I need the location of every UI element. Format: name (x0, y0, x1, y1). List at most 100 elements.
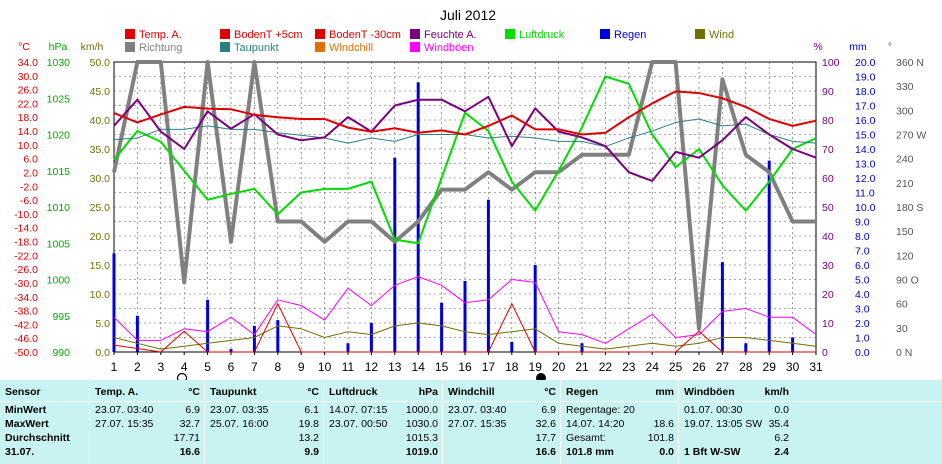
stats-header-unit: °C (188, 386, 200, 398)
speed-axis-tick: 45.0 (90, 86, 111, 98)
stats-row: 17.71 (90, 431, 204, 445)
stats-cell-value: 6.2 (774, 432, 789, 444)
humidity-axis-tick: 40 (822, 231, 834, 243)
temp-axis-tick: -26.0 (14, 264, 38, 276)
stats-cell-value: 0.0 (659, 446, 674, 458)
direction-axis-tick: 90 O (896, 275, 919, 287)
stats-header-unit: °C (544, 386, 556, 398)
temp-axis-tick: 30.0 (18, 71, 39, 83)
pressure-axis-tick: 1000 (47, 275, 71, 287)
legend-swatch (410, 29, 420, 39)
rain-bar (252, 325, 256, 352)
x-axis-tick: 6 (228, 360, 235, 374)
rain-bar (533, 265, 537, 352)
stats-cell-value: 19.8 (298, 418, 319, 430)
temp-axis-tick: -14.0 (14, 223, 38, 235)
direction-axis-tick: 240 (896, 154, 914, 166)
speed-axis-tick: 10.0 (90, 289, 111, 301)
rain-bar (767, 160, 771, 352)
speed-axis-tick: 25.0 (90, 202, 111, 214)
stats-row: 14.07. 14:20 18.6 (561, 417, 678, 431)
rain-axis-tick: 12.0 (855, 173, 876, 185)
stats-row: 19.07. 13:05 SW 35.4 (679, 417, 793, 431)
stats-header-unit: hPa (418, 386, 438, 398)
stats-cell-text: 23.07. 03:40 (95, 404, 154, 416)
stats-cell-value: 32.6 (535, 418, 556, 430)
series-line (113, 90, 817, 136)
temp-axis-tick: 6.0 (23, 154, 38, 166)
speed-axis-tick: 35.0 (90, 144, 111, 156)
rain-axis-tick: 18.0 (855, 86, 876, 98)
stats-column: Windchill °C 23.07. 03:40 6.9 27.07. 15:35 32… (442, 380, 560, 464)
rain-bar (463, 280, 467, 352)
stats-row: 17.7 (443, 431, 560, 445)
rain-axis-tick: 19.0 (855, 72, 876, 84)
axis-unit-label: °C (18, 41, 30, 53)
x-axis-tick: 10 (318, 360, 332, 374)
stats-row: 6.2 (679, 431, 793, 445)
rain-axis-tick: 15.0 (855, 130, 876, 142)
stats-cell-value: 16.6 (179, 446, 200, 458)
humidity-axis-tick: 20 (822, 289, 834, 301)
stats-row: 27.07. 15:35 32.6 (443, 417, 560, 431)
rain-bar (276, 320, 280, 352)
temp-axis-tick: -2.0 (20, 181, 38, 193)
stats-cell-value: 1019.0 (405, 446, 438, 458)
weather-chart: Juli 2012 Temp. A. BodenT +5cm BodenT -30c… (14, 7, 926, 380)
chart-title: Juli 2012 (440, 7, 496, 23)
direction-axis-tick: 0 N (896, 347, 912, 359)
speed-axis-tick: 20.0 (90, 231, 111, 243)
pressure-axis-tick: 1010 (47, 202, 71, 214)
stats-row: 13.2 (205, 431, 323, 445)
rain-axis-tick: 5.0 (855, 275, 870, 287)
stats-header-label: Sensor (5, 386, 41, 398)
humidity-axis-tick: 0 (822, 347, 828, 359)
legend-swatch (125, 29, 135, 39)
axis-unit-label: hPa (49, 41, 68, 53)
x-axis-tick: 21 (575, 360, 589, 374)
stats-cell-value: 101.8 (647, 432, 674, 444)
stats-row: 23.07. 03:40 6.9 (443, 403, 560, 417)
stats-column: Taupunkt °C 23.07. 03:35 6.1 25.07. 16:00 19.… (204, 380, 323, 464)
stats-cell-value: 0.0 (774, 404, 789, 416)
temp-axis-tick: -10.0 (14, 209, 38, 221)
stats-row: MaxWert (0, 417, 88, 431)
rain-axis-tick: 3.0 (855, 304, 870, 316)
stats-cell-text: 14.07. 07:15 (329, 404, 388, 416)
rain-bar (720, 262, 724, 352)
stats-cell-text: 27.07. 15:35 (448, 418, 507, 430)
temp-axis-tick: 26.0 (18, 85, 39, 97)
humidity-axis-tick: 10 (822, 318, 834, 330)
x-axis-tick: 18 (505, 360, 519, 374)
stats-row: 01.07. 00:30 0.0 (679, 403, 793, 417)
legend-label: Wind (709, 29, 734, 41)
stats-column: Temp. A. °C 23.07. 03:40 6.9 27.07. 15:35 32.… (89, 380, 204, 464)
stats-row: Gesamt: 101.8 (561, 431, 678, 445)
rain-bar (393, 157, 397, 352)
stats-row-label: MinWert (5, 404, 47, 416)
speed-axis-tick: 30.0 (90, 173, 111, 185)
x-axis-tick: 15 (435, 360, 449, 374)
stats-cell-text: 23.07. 03:35 (210, 404, 269, 416)
rain-bar (135, 315, 139, 352)
stats-column: Regen mm Regentage: 20 14.07. 14:20 18.6 Gesa… (560, 380, 678, 464)
legend-label: Luftdruck (519, 29, 565, 41)
x-axis-tick: 13 (388, 360, 402, 374)
x-axis-tick: 30 (786, 360, 800, 374)
rain-bars (112, 82, 795, 353)
rain-axis-tick: 17.0 (855, 101, 876, 113)
stats-row: 1015.3 (324, 431, 442, 445)
direction-axis-tick: 150 (896, 226, 914, 238)
series-line (113, 322, 817, 350)
axis-unit-label: ° (888, 41, 892, 53)
stats-header-separator (0, 401, 942, 402)
speed-axis-tick: 0.0 (95, 347, 110, 359)
new-moon-icon (536, 373, 546, 380)
pressure-axis-tick: 1005 (47, 238, 71, 250)
rain-bar (510, 341, 514, 352)
pressure-axis-tick: 1020 (47, 130, 71, 142)
series-line (112, 60, 816, 331)
humidity-axis-tick: 60 (822, 173, 834, 185)
legend-label: Regen (614, 29, 646, 41)
stats-header-unit: km/h (764, 386, 789, 398)
